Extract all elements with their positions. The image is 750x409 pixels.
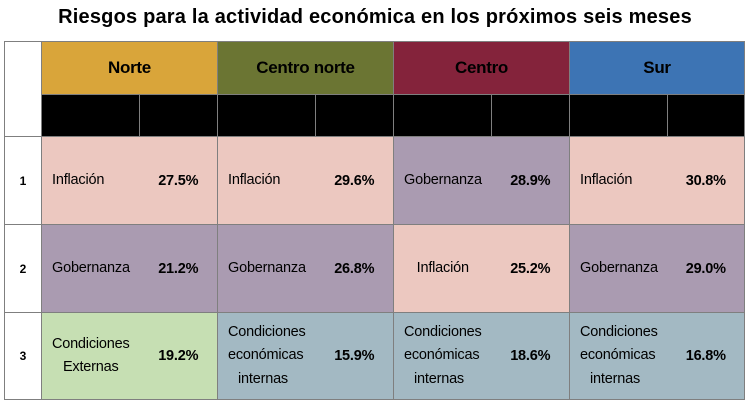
factor-cell: Gobernanza: [41, 224, 140, 313]
region-header-sur: Sur: [569, 41, 746, 95]
table-row: 1 Inflación 27.5% Inflación 29.6% Gobern…: [4, 136, 746, 225]
percentage-cell: 21.2%: [139, 224, 218, 313]
factor-cell: Inflación: [393, 224, 492, 313]
percentage-cell: 25.2%: [491, 224, 571, 313]
percentage-cell: 19.2%: [139, 312, 218, 400]
factor-cell: Gobernanza: [217, 224, 316, 313]
percentage-cell: 29.6%: [315, 136, 394, 225]
percentage-header: Porcentaje de respuestas: [667, 94, 746, 137]
percentage-cell: 18.6%: [491, 312, 571, 400]
percentage-cell: 29.0%: [667, 224, 746, 313]
rank-cell: 3: [4, 312, 42, 400]
percentage-header: Porcentaje de respuestas: [315, 94, 394, 137]
percentage-cell: 26.8%: [315, 224, 394, 313]
risk-table: Norte Centro norte Centro Sur Factor Por…: [4, 41, 746, 400]
factor-cell: Gobernanza: [569, 224, 668, 313]
table-row: 2 Gobernanza 21.2% Gobernanza 26.8% Infl…: [4, 224, 746, 313]
factor-header: Factor: [569, 94, 669, 137]
percentage-cell: 30.8%: [667, 136, 746, 225]
region-header-row: Norte Centro norte Centro Sur: [4, 41, 746, 137]
rank-cell: 1: [4, 136, 42, 225]
factor-cell: Inflación: [569, 136, 668, 225]
subheader-row: Factor Porcentaje de respuestas Factor Po…: [5, 94, 746, 137]
factor-cell: Condiciones económicas internas: [217, 312, 316, 400]
region-header-centro-norte: Centro norte: [217, 41, 394, 95]
factor-header: Factor: [393, 94, 492, 137]
region-header-centro: Centro: [392, 41, 571, 95]
percentage-cell: 27.5%: [139, 136, 218, 225]
factor-cell: Condiciones económicas internas: [393, 312, 492, 400]
region-header-norte: Norte: [41, 41, 218, 95]
factor-header: Factor: [41, 94, 140, 137]
rank-cell: 2: [4, 224, 42, 313]
percentage-header: Porcentaje de respuestas: [139, 94, 218, 137]
table-row: 3 Condiciones Externas 19.2% Condiciones e…: [4, 312, 746, 400]
page-title: Riesgos para la actividad económica en l…: [58, 6, 692, 28]
factor-cell: Condiciones económicas internas: [569, 312, 668, 400]
percentage-header: Porcentaje de respuestas: [490, 94, 571, 137]
factor-cell: Inflación: [217, 136, 316, 225]
corner-cell: [4, 41, 42, 137]
factor-cell: Inflación: [41, 136, 140, 225]
factor-cell: Condiciones Externas: [41, 312, 140, 400]
percentage-cell: 16.8%: [667, 312, 746, 400]
percentage-cell: 28.9%: [491, 136, 571, 225]
factor-cell: Gobernanza: [393, 136, 492, 225]
factor-header: Factor: [217, 94, 316, 137]
percentage-cell: 15.9%: [315, 312, 394, 400]
